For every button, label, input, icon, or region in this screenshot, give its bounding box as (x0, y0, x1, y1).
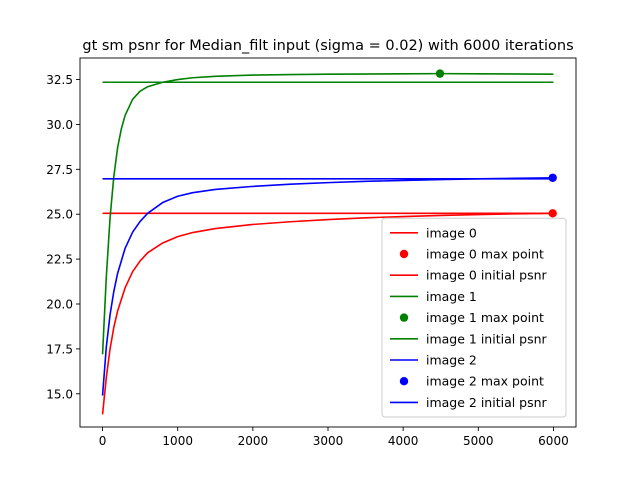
series-point-image-2-max-point (548, 173, 557, 182)
series-line-image-0 (101, 212, 554, 415)
chart-legend: image 0 image 0 max point image 0 initial … (381, 217, 567, 418)
legend-box (381, 217, 567, 418)
y-tick-label: 32.5 (46, 73, 73, 87)
legend-label-image-1: image 1 (426, 289, 477, 304)
y-tick-label: 27.5 (46, 163, 73, 177)
series-line-image-2 (101, 176, 554, 396)
y-tick-label: 22.5 (46, 253, 73, 267)
legend-label-image-1-initial-psnr: image 1 initial psnr (426, 331, 548, 346)
legend-label-image-2: image 2 (426, 353, 477, 368)
x-tick-label: 4000 (388, 434, 419, 448)
legend-label-image-2-max-point: image 2 max point (426, 374, 544, 389)
legend-swatch-image-1-max-point (399, 313, 409, 322)
y-tick-label: 20.0 (46, 298, 73, 312)
legend-label-image-2-initial-psnr: image 2 initial psnr (426, 395, 548, 410)
x-tick-label: 3000 (313, 434, 344, 448)
y-tick-label: 17.5 (46, 342, 73, 356)
legend-swatch-image-0-max-point (399, 249, 409, 259)
y-tick-label: 15.0 (46, 387, 73, 401)
legend-label-image-0: image 0 (426, 225, 477, 240)
x-tick-label: 2000 (238, 434, 269, 448)
x-tick-label: 0 (99, 434, 107, 448)
legend-swatch-image-2-max-point (399, 377, 409, 386)
legend-label-image-0-initial-psnr: image 0 initial psnr (426, 268, 548, 283)
legend-label-image-0-max-point: image 0 max point (426, 247, 544, 262)
y-tick-label: 25.0 (46, 208, 73, 222)
plot-axes: 0 1000 2000 3000 4000 5000 6000 15.0 17.5 20.0 22.… (46, 57, 577, 448)
series-point-image-1-max-point (435, 69, 445, 78)
y-tick-label: 30.0 (46, 118, 73, 132)
plot-data (101, 69, 557, 415)
x-tick-label: 5000 (463, 434, 494, 448)
legend-label-image-1-max-point: image 1 max point (426, 310, 544, 325)
x-tick-label: 6000 (538, 434, 569, 448)
x-tick-label: 1000 (162, 434, 193, 448)
chart-title: gt sm psnr for Median_filt input (sigma … (82, 38, 573, 54)
